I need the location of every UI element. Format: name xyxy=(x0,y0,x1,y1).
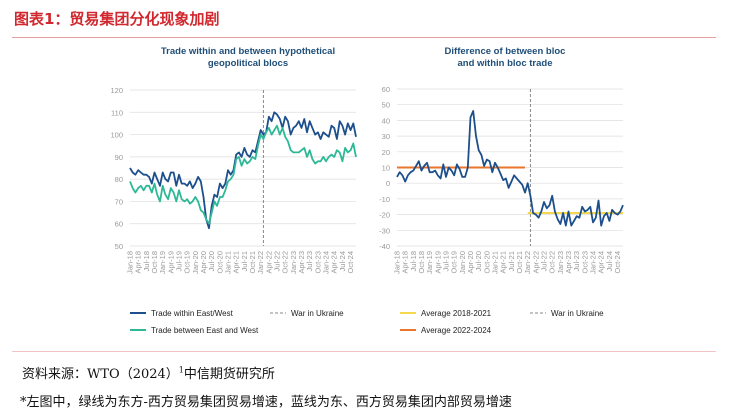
x-tick-label: Apr-20 xyxy=(199,251,208,274)
x-tick-label: Jan-23 xyxy=(556,251,565,274)
source-text: 资料来源：WTO（2024）1中信期货研究所 xyxy=(22,363,275,382)
x-tick-label: Jul-23 xyxy=(305,251,314,271)
x-tick-label: Jan-22 xyxy=(256,251,265,274)
legend-label: Average 2022-2024 xyxy=(421,326,492,335)
x-tick-label: Jan-18 xyxy=(126,251,135,274)
y-tick-label: 100 xyxy=(110,131,123,140)
source-suffix: 中信期货研究所 xyxy=(183,367,275,382)
x-tick-label: Jul-20 xyxy=(207,251,216,271)
legend-label: Average 2018-2021 xyxy=(421,309,492,318)
x-tick-label: Apr-20 xyxy=(466,251,475,274)
source-footnote: 1 xyxy=(178,365,184,375)
x-tick-label: Oct-23 xyxy=(313,251,322,274)
x-tick-label: Apr-22 xyxy=(264,251,273,274)
x-tick-label: Oct-19 xyxy=(450,251,459,274)
x-tick-label: Oct-21 xyxy=(248,251,257,274)
chart-title: Difference of between bloc xyxy=(445,46,566,57)
x-tick-label: Apr-24 xyxy=(330,251,339,274)
y-tick-label: 30 xyxy=(382,132,390,141)
x-tick-label: Jul-21 xyxy=(240,251,249,271)
x-tick-label: Jan-24 xyxy=(322,251,331,274)
x-tick-label: Jul-18 xyxy=(409,251,418,271)
x-tick-label: Oct-18 xyxy=(417,251,426,274)
series-line xyxy=(396,110,624,227)
y-tick-label: 70 xyxy=(115,197,123,206)
legend-label: War in Ukraine xyxy=(551,309,604,318)
x-tick-label: Oct-18 xyxy=(150,251,159,274)
x-tick-label: Apr-24 xyxy=(597,251,606,274)
x-tick-label: Oct-22 xyxy=(548,251,557,274)
y-tick-label: 120 xyxy=(110,86,123,95)
x-tick-label: Jan-24 xyxy=(589,251,598,274)
x-tick-label: Oct-24 xyxy=(346,251,355,274)
x-tick-label: Jul-20 xyxy=(474,251,483,271)
y-tick-label: 60 xyxy=(382,85,390,94)
header-divider xyxy=(12,37,716,38)
x-tick-label: Apr-18 xyxy=(134,251,143,274)
x-tick-label: Apr-21 xyxy=(499,251,508,274)
figure-title: 图表1：贸易集团分化现象加剧 xyxy=(14,10,220,28)
x-tick-label: Jul-19 xyxy=(175,251,184,271)
x-tick-label: Jul-21 xyxy=(507,251,516,271)
legend-label: War in Ukraine xyxy=(291,309,344,318)
x-tick-label: Apr-19 xyxy=(433,251,442,274)
y-tick-label: 10 xyxy=(382,164,390,173)
x-tick-label: Jul-24 xyxy=(605,251,614,271)
x-tick-label: Jan-21 xyxy=(224,251,233,274)
y-tick-label: 40 xyxy=(382,116,390,125)
x-tick-label: Jan-21 xyxy=(491,251,500,274)
x-tick-label: Apr-23 xyxy=(564,251,573,274)
x-tick-label: Jan-18 xyxy=(393,251,402,274)
y-tick-label: -10 xyxy=(379,195,390,204)
x-tick-label: Jan-23 xyxy=(289,251,298,274)
y-tick-label: 20 xyxy=(382,148,390,157)
x-tick-label: Apr-22 xyxy=(531,251,540,274)
y-tick-label: -40 xyxy=(379,242,390,251)
x-tick-label: Jul-23 xyxy=(572,251,581,271)
x-tick-label: Oct-20 xyxy=(482,251,491,274)
footer-divider xyxy=(12,351,716,352)
chart-title: and within bloc trade xyxy=(457,58,552,69)
note-text: *左图中，绿线为东方-西方贸易集团贸易增速，蓝线为东、西方贸易集团内部贸易增速 xyxy=(20,395,512,410)
x-tick-label: Oct-20 xyxy=(215,251,224,274)
x-tick-label: Jul-24 xyxy=(338,251,347,271)
series-line xyxy=(129,111,357,230)
x-tick-label: Jan-19 xyxy=(158,251,167,274)
x-tick-label: Oct-23 xyxy=(580,251,589,274)
x-tick-label: Jul-18 xyxy=(142,251,151,271)
legend-label: Trade within East/West xyxy=(151,309,234,318)
x-tick-label: Oct-22 xyxy=(281,251,290,274)
x-tick-label: Jan-22 xyxy=(523,251,532,274)
legend-label: Trade between East and West xyxy=(151,326,259,335)
x-tick-label: Oct-19 xyxy=(183,251,192,274)
x-tick-label: Apr-18 xyxy=(401,251,410,274)
y-tick-label: 60 xyxy=(115,220,123,229)
y-tick-label: 90 xyxy=(115,153,123,162)
y-tick-label: -30 xyxy=(379,226,390,235)
y-tick-label: -20 xyxy=(379,211,390,220)
x-tick-label: Jan-20 xyxy=(458,251,467,274)
x-tick-label: Jan-20 xyxy=(191,251,200,274)
x-tick-label: Oct-21 xyxy=(515,251,524,274)
x-tick-label: Apr-19 xyxy=(166,251,175,274)
y-tick-label: 0 xyxy=(386,179,390,188)
x-tick-label: Jul-19 xyxy=(442,251,451,271)
x-tick-label: Apr-23 xyxy=(297,251,306,274)
x-tick-label: Apr-21 xyxy=(232,251,241,274)
x-tick-label: Oct-24 xyxy=(613,251,622,274)
y-tick-label: 110 xyxy=(111,108,123,117)
y-tick-label: 80 xyxy=(115,175,123,184)
source-prefix: 资料来源：WTO（2024） xyxy=(22,367,179,382)
chart-title: geopolitical blocs xyxy=(208,58,288,69)
x-tick-label: Jan-19 xyxy=(425,251,434,274)
y-tick-label: 50 xyxy=(382,101,390,110)
x-tick-label: Jul-22 xyxy=(273,251,282,271)
y-tick-label: 50 xyxy=(115,242,123,251)
series-line xyxy=(129,124,357,225)
x-tick-label: Jul-22 xyxy=(540,251,549,271)
chart-title: Trade within and between hypothetical xyxy=(161,46,335,57)
